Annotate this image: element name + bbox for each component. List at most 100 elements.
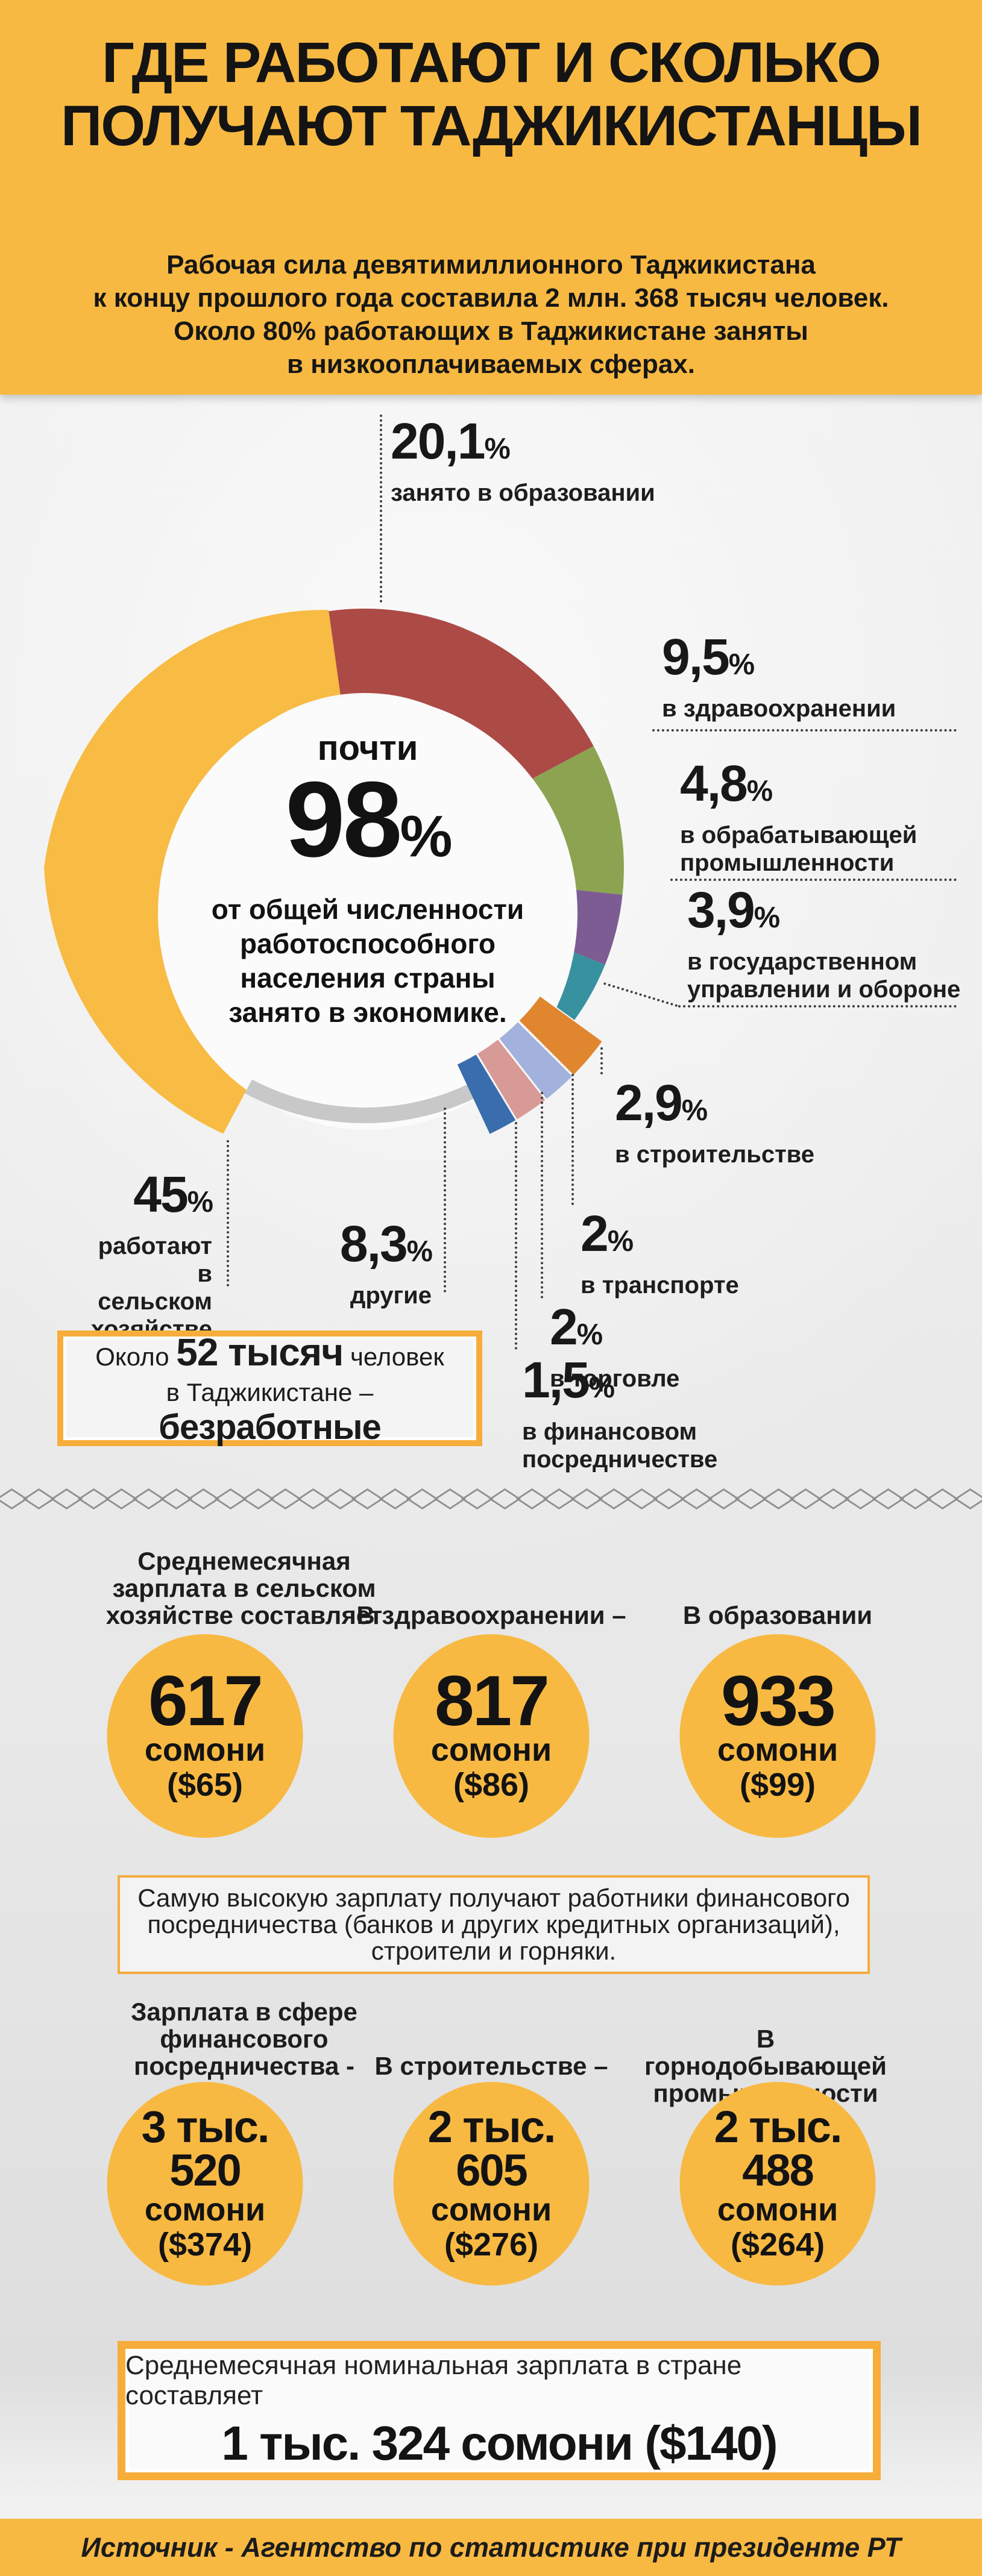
- callout-finance: 1,5% в финансовом посредничестве: [522, 1355, 717, 1473]
- callout-transport: 2% в транспорте: [581, 1208, 739, 1299]
- salary1-health-value: 817: [435, 1661, 550, 1741]
- donut-segment-0: [329, 609, 594, 786]
- divider-diamond: [954, 1488, 982, 1509]
- percent-sign: %: [406, 1235, 433, 1268]
- donut-segment-5: [499, 1022, 572, 1099]
- callout-finance-label: в финансовом посредничестве: [522, 1418, 718, 1473]
- center-note-text: от общей численности работоспособного на…: [211, 894, 524, 1028]
- center-note-value: 98%: [285, 759, 452, 879]
- salary1-agriculture-value: 617: [148, 1661, 263, 1741]
- salary2-finance-label: Зарплата в сфере финансового посредничес…: [131, 1998, 357, 2080]
- leader-agriculture: [227, 1140, 229, 1286]
- page-title: ГДЕ РАБОТАЮТ И СКОЛЬКО ПОЛУЧАЮТ ТАДЖИКИС…: [60, 31, 922, 158]
- leader-transport: [571, 1074, 574, 1205]
- donut-segment-9: [44, 610, 341, 1134]
- salary2-mining-value-top: 2 тыс.: [714, 2102, 843, 2152]
- currency-label: сомони: [144, 1732, 266, 1768]
- callout-education-label: занято в образовании: [391, 480, 655, 506]
- highest-salary-note-text: Самую высокую зарплату получают работник…: [137, 1884, 850, 1965]
- diamond-divider: [0, 1487, 982, 1510]
- donut-segment-6: [477, 1039, 546, 1120]
- leader-finance: [515, 1122, 517, 1350]
- average-salary-label: Среднемесячная номинальная зарплата в ст…: [125, 2350, 742, 2410]
- usd-label: ($264): [730, 2227, 825, 2263]
- unemployed-line1: Около 52 тысяч человек: [95, 1330, 444, 1374]
- usd-label: ($276): [444, 2227, 539, 2263]
- currency-label: сомони: [144, 2192, 266, 2228]
- percent-sign: %: [484, 433, 511, 465]
- callout-other-value: 8,3%: [339, 1215, 433, 1272]
- usd-label: ($99): [739, 1767, 816, 1803]
- callout-construction-label: в строительстве: [615, 1141, 814, 1168]
- callout-health: 9,5% в здравоохранении: [662, 631, 896, 722]
- unemployed-box: Около 52 тысяч человек в Таджикистане – …: [57, 1330, 482, 1447]
- donut-segment-7: [457, 1055, 516, 1134]
- callout-health-label: в здравоохранении: [662, 695, 896, 722]
- callout-trade: 2% в торговле: [550, 1302, 679, 1393]
- salary2-finance-oval: 3 тыс. 520 сомони ($374): [107, 2082, 303, 2286]
- callout-finance-value: 1,5%: [522, 1352, 615, 1408]
- callout-trade-label: в торговле: [550, 1365, 680, 1392]
- salary1-agriculture-label: Среднемесячная зарплата в сельском хозяй…: [105, 1547, 383, 1629]
- salary2-finance-value-top: 3 тыс.: [141, 2102, 270, 2152]
- employment-donut-chart: [44, 609, 624, 1134]
- center-note-almost: почти: [317, 729, 418, 768]
- average-salary-box: Среднемесячная номинальная зарплата в ст…: [118, 2341, 881, 2480]
- salary1-health-label: В здравоохранении –: [356, 1601, 626, 1629]
- leader-government: [678, 1005, 957, 1008]
- leader-health: [652, 729, 957, 732]
- leader-manufacturing: [670, 879, 957, 881]
- percent-sign: %: [400, 803, 452, 869]
- callout-education: 20,1% занято в образовании: [391, 416, 655, 507]
- salary2-mining-value-bottom: 488: [742, 2145, 814, 2195]
- currency-label: сомони: [430, 1732, 552, 1768]
- donut-segment-4: [519, 996, 602, 1075]
- percent-sign: %: [746, 775, 773, 807]
- leader-education: [380, 415, 382, 603]
- salary2-finance-value-bottom: 520: [169, 2145, 241, 2195]
- currency-label: сомони: [717, 2192, 839, 2228]
- page-subtitle: Рабочая сила девятимиллионного Таджикист…: [93, 250, 889, 379]
- callout-manufacturing-label: в обрабатывающей промышленности: [680, 822, 917, 876]
- usd-label: ($374): [157, 2227, 253, 2263]
- footer-band: Источник - Агентство по статистике при п…: [0, 2519, 982, 2576]
- callout-agriculture-label: работают в сельском хозяйстве: [90, 1233, 212, 1343]
- average-salary-value: 1 тыс. 324 сомони ($140): [221, 2416, 778, 2470]
- percent-sign: %: [728, 648, 755, 681]
- donut-center-disc: [158, 696, 578, 1130]
- percent-sign: %: [607, 1225, 634, 1258]
- callout-trade-value: 2%: [550, 1299, 603, 1355]
- usd-label: ($86): [453, 1767, 530, 1803]
- callout-other-label: другие: [350, 1282, 432, 1309]
- salary1-agriculture-oval: 617 сомони ($65): [107, 1634, 303, 1838]
- callout-manufacturing: 4,8% в обрабатывающей промышленности: [680, 758, 917, 877]
- callout-government-label: в государственном управлении и обороне: [687, 948, 961, 1003]
- donut-center-note: почти 98% от общей численности работоспо…: [187, 729, 549, 1030]
- currency-label: сомони: [717, 1732, 839, 1768]
- salary1-health-oval: 817 сомони ($86): [393, 1634, 590, 1838]
- leader-construction: [600, 1047, 603, 1074]
- salary2-construction-value-bottom: 605: [456, 2145, 527, 2195]
- callout-manufacturing-value: 4,8%: [680, 755, 773, 812]
- currency-label: сомони: [430, 2192, 552, 2228]
- highest-salary-note-box: Самую высокую зарплату получают работник…: [118, 1875, 870, 1974]
- salary1-education-oval: 933 сомони ($99): [679, 1634, 876, 1838]
- source-text: Источник - Агентство по статистике при п…: [81, 2531, 901, 2563]
- salary1-education-value: 933: [721, 1661, 836, 1741]
- header-band: ГДЕ РАБОТАЮТ И СКОЛЬКО ПОЛУЧАЮТ ТАДЖИКИС…: [0, 0, 982, 395]
- salary2-construction-value-top: 2 тыс.: [427, 2102, 556, 2152]
- usd-label: ($65): [166, 1767, 244, 1803]
- callout-agriculture-value: 45%: [133, 1166, 213, 1223]
- salary2-mining-oval: 2 тыс. 488 сомони ($264): [679, 2082, 876, 2286]
- salary1-education-label: В образовании –: [682, 1601, 873, 1656]
- percent-sign: %: [681, 1094, 708, 1127]
- leader-other: [444, 1108, 446, 1293]
- callout-government-value: 3,9%: [687, 882, 780, 938]
- callout-health-value: 9,5%: [662, 628, 755, 685]
- percent-sign: %: [588, 1371, 615, 1404]
- salary2-construction-label: В строительстве –: [374, 2052, 608, 2080]
- percent-sign: %: [187, 1186, 213, 1218]
- callout-government: 3,9% в государственном управлении и обор…: [687, 885, 960, 1003]
- percent-sign: %: [754, 901, 780, 934]
